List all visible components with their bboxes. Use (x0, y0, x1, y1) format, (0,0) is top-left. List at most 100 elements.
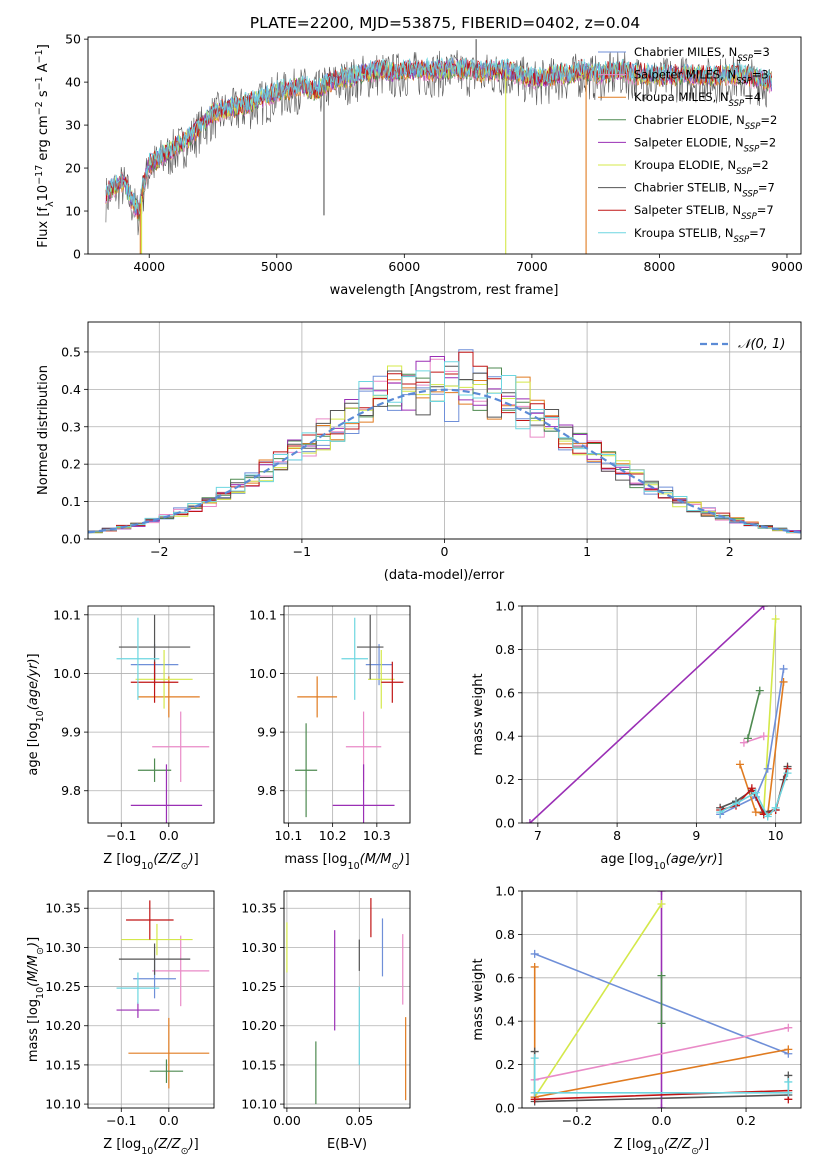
legend-text: Kroupa STELIB, N (634, 226, 734, 240)
label-part: age [ (26, 742, 41, 775)
weight-line-salpeter-miles (534, 1026, 789, 1081)
label-part: ⊙ (181, 861, 189, 872)
plus-marker (657, 891, 666, 895)
legend-suffix: =7 (749, 226, 766, 240)
age_vs_mass-frame (283, 605, 411, 824)
y-tick-label: 10.35 (45, 901, 81, 916)
y-tick-label: 10.0 (249, 666, 277, 681)
label-part: ] (36, 44, 51, 49)
label-part: ) (188, 852, 194, 867)
figure-title: PLATE=2200, MJD=53875, FIBERID=0402, z=0… (250, 14, 640, 32)
label-part: ] (718, 852, 723, 867)
label-part: −1 (34, 76, 45, 90)
label-part: erg cm (36, 115, 51, 164)
error-cross (116, 1002, 160, 1018)
error-cross (381, 661, 404, 703)
legend-label: Chabrier MILES, NSSP=3 (634, 45, 770, 64)
error-cross (152, 711, 210, 782)
legend-label: Kroupa STELIB, NSSP=7 (634, 226, 766, 245)
label-part: Z [ (103, 852, 121, 867)
y-tick-label: 0.8 (495, 642, 515, 657)
label-part: A (36, 63, 51, 76)
series-line-kroupa-stelib (105, 56, 773, 215)
legend-subscript: SSP (736, 167, 752, 177)
plus-marker (525, 819, 534, 823)
plus-marker (657, 1019, 666, 1028)
x-axis-label: mass [log10(M/M⊙)] (284, 852, 409, 872)
y-axis-label: mass weight (471, 673, 486, 755)
mass_vs_Z-plot (116, 900, 210, 1089)
y-tick-label: 0.5 (61, 344, 81, 359)
legend-subscript: SSP (745, 122, 761, 132)
y-tick-label: 10.25 (241, 979, 277, 994)
label-part: −2 (34, 101, 45, 115)
y-tick-label: 10.25 (45, 979, 81, 994)
label-part: (M/M (26, 955, 41, 987)
x-tick-label: −2 (150, 544, 168, 559)
plus-marker (784, 1077, 793, 1086)
plus-marker (530, 1088, 539, 1097)
label-part: ] (704, 1137, 709, 1152)
label-part: Z [ (614, 1137, 632, 1152)
spectrum-plot (105, 39, 773, 254)
label-part: ] (26, 937, 41, 942)
y-tick-label: 10.10 (241, 1097, 277, 1112)
label-part: log (26, 722, 41, 742)
label-part: λ (45, 201, 56, 207)
label-part: log (121, 1137, 141, 1152)
label-part: ] (194, 1137, 199, 1152)
legend-suffix: =2 (760, 113, 777, 127)
x-tick-label: 0.0 (159, 1113, 179, 1128)
residuals-axes: −2 −1 0 1 2 0.0 0.1 0.2 0.3 0.4 0.5 (data-model)/er… (36, 321, 802, 583)
label-part: log (328, 852, 348, 867)
plus-marker (763, 812, 772, 821)
mass_vs_Z-axes: −0.1 0.0 10.10 10.15 10.20 10.25 10.30 10.35 Z [… (26, 890, 215, 1157)
label-part: (Z/Z (153, 852, 181, 867)
spectrum-axes: 4000 5000 6000 7000 8000 9000 0 10 20 30 40 50 wavel… (34, 32, 803, 298)
y-tick-label: 0.0 (61, 532, 81, 547)
x-tick-label: 10.3 (363, 828, 391, 843)
error-cross (116, 972, 160, 1004)
label-part: (M/M (360, 852, 392, 867)
y-tick-label: 10.0 (53, 666, 81, 681)
label-part: mass [ (26, 1019, 41, 1062)
label-part: ] (405, 852, 410, 867)
y-axis-label: age [log10(age/yr)] (26, 653, 46, 775)
weight_vs_age-plot (525, 606, 792, 823)
x-tick-label: 1 (583, 544, 591, 559)
y-tick-label: 0.4 (495, 729, 515, 744)
label-part: −1 (34, 49, 45, 63)
y-tick-label: 1.0 (495, 884, 515, 899)
y-axis-label: mass [log10(M/M⊙)] (26, 937, 46, 1062)
x-axis-label: Z [log10(Z/Z⊙)] (614, 1137, 709, 1157)
weight_vs_age-frame (521, 605, 802, 824)
plus-marker (759, 732, 768, 741)
y-tick-label: 10.1 (249, 607, 277, 622)
plus-marker (784, 1088, 793, 1097)
y-tick-label: 9.8 (61, 783, 81, 798)
age_vs_Z-plot (116, 614, 210, 823)
weight_vs_Z-plot (530, 891, 793, 1108)
x-axis-label: (data-model)/error (384, 568, 505, 583)
y-tick-label: 10 (65, 204, 81, 219)
age_vs_mass-axes: 10.1 10.2 10.3 9.8 9.9 10.0 10.1 mass [log10(M/… (249, 605, 411, 872)
plus-marker (784, 1023, 793, 1032)
error-cross (149, 1059, 184, 1083)
x-tick-label: 8000 (644, 259, 676, 274)
weight-line-kroupa-stelib (719, 772, 789, 818)
label-part: 10 (36, 185, 51, 202)
plus-marker (739, 738, 748, 747)
x-tick-label: 6000 (388, 259, 420, 274)
histogram-kroupa-stelib (88, 361, 801, 539)
x-tick-label: −0.2 (562, 1113, 592, 1128)
x-tick-label: 0.2 (736, 1113, 756, 1128)
label-part: log (26, 999, 41, 1019)
y-tick-label: 20 (65, 161, 81, 176)
legend-label: 𝒩(0, 1) (738, 337, 785, 352)
label-part: ) (698, 1137, 704, 1152)
label-part: s (36, 90, 51, 101)
y-tick-label: 0 (73, 247, 81, 262)
residuals-plot (88, 349, 801, 539)
label-part: (Z/Z (664, 1137, 692, 1152)
